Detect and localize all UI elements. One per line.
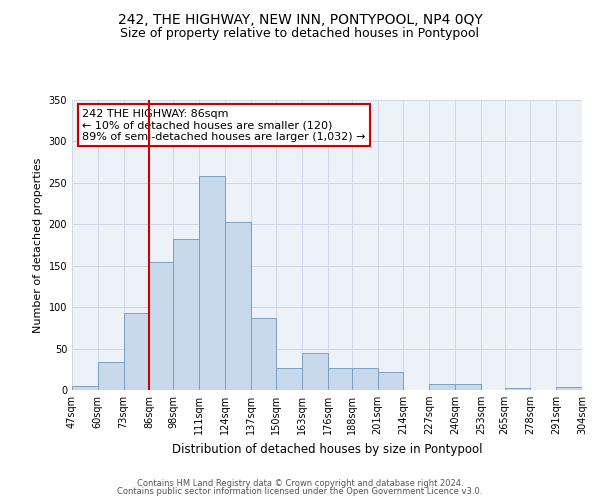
Bar: [302, 352, 328, 390]
Text: Contains HM Land Registry data © Crown copyright and database right 2024.: Contains HM Land Registry data © Crown c…: [137, 478, 463, 488]
Text: 242 THE HIGHWAY: 86sqm
← 10% of detached houses are smaller (120)
89% of semi-de: 242 THE HIGHWAY: 86sqm ← 10% of detached…: [82, 108, 366, 142]
Bar: [98, 362, 124, 390]
Bar: [429, 384, 455, 390]
Bar: [352, 368, 377, 390]
Bar: [582, 388, 600, 390]
Text: Contains public sector information licensed under the Open Government Licence v3: Contains public sector information licen…: [118, 487, 482, 496]
Bar: [455, 384, 481, 390]
Bar: [251, 318, 277, 390]
Bar: [149, 262, 173, 390]
Bar: [505, 388, 530, 390]
Bar: [277, 368, 302, 390]
Bar: [328, 368, 352, 390]
Text: Size of property relative to detached houses in Pontypool: Size of property relative to detached ho…: [121, 28, 479, 40]
Bar: [225, 222, 251, 390]
Bar: [199, 176, 225, 390]
Bar: [173, 239, 199, 390]
Bar: [72, 386, 98, 390]
X-axis label: Distribution of detached houses by size in Pontypool: Distribution of detached houses by size …: [172, 442, 482, 456]
Y-axis label: Number of detached properties: Number of detached properties: [33, 158, 43, 332]
Bar: [556, 386, 582, 390]
Bar: [124, 313, 149, 390]
Bar: [377, 372, 403, 390]
Text: 242, THE HIGHWAY, NEW INN, PONTYPOOL, NP4 0QY: 242, THE HIGHWAY, NEW INN, PONTYPOOL, NP…: [118, 12, 482, 26]
